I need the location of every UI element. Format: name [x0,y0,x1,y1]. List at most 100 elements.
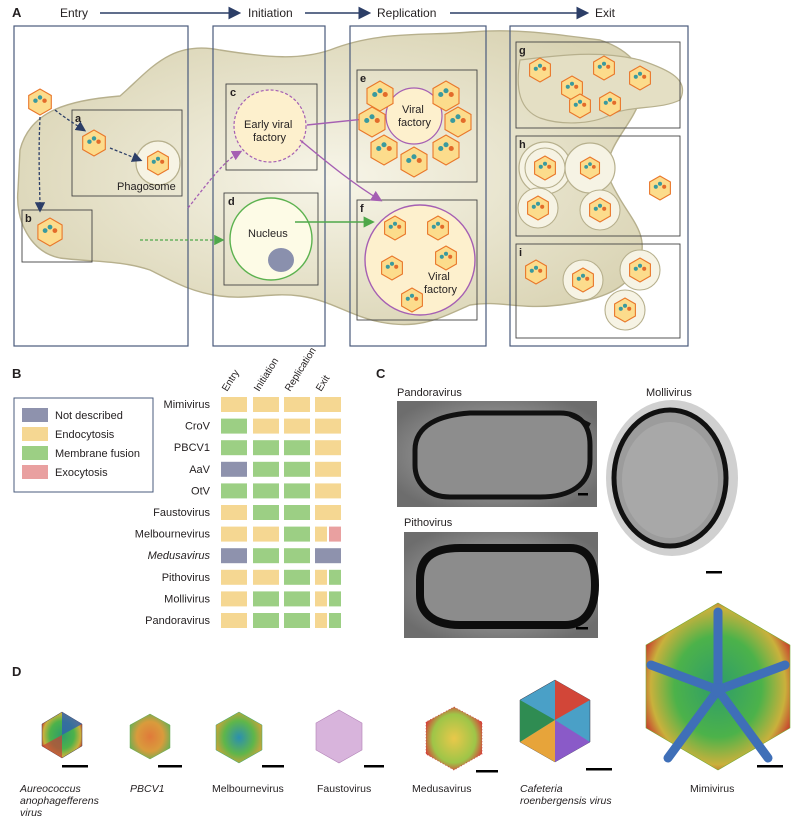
panel-letter-a: A [12,5,22,20]
table-row: CroV [185,418,341,434]
virion [427,215,449,241]
subpanel-b-box [21,209,93,263]
table-cell [253,526,279,542]
table-cell [253,548,279,564]
pithovirus-micrograph [404,532,600,638]
legend-swatch [22,446,48,460]
phagosome-label: Phagosome [117,181,176,193]
legend-box [13,397,154,493]
virion [527,195,549,221]
subpanel-g-box [515,41,681,129]
table-cell [253,591,279,607]
legend-label: Endocytosis [55,429,115,441]
early-factory-label-2: factory [253,132,287,144]
legend-swatch [22,427,48,441]
structure-label: Mimivirus [690,783,734,795]
table-column-header: Entry [220,368,242,394]
table-cell [284,569,310,585]
table-cell [315,569,327,585]
viral-factory-e-label-1: Viral [402,104,424,116]
table-cell [284,505,310,520]
table-cell [253,461,279,477]
subpanel-letter-g: g [519,45,526,57]
panel-letter-d: D [12,664,21,679]
entry-arrow-endocytosis [34,116,46,213]
virion [444,106,472,138]
virion [599,91,621,117]
table-cell [221,591,247,607]
virion [147,150,169,176]
arrow-to-factory-f [299,139,383,202]
structure-label: virus [20,807,43,819]
table-cell [284,591,310,607]
exit-stage-box [509,25,689,347]
table-cell [284,483,310,499]
table-cell [221,505,247,520]
structure-label: PBCV1 [130,783,164,795]
table-row: Pithovirus [162,569,341,585]
table-row: Pandoravirus [145,613,341,628]
table-row: AaV [189,461,341,477]
table-cell [253,418,279,434]
subpanel-h-box [515,135,681,237]
table-cell [315,418,341,434]
table-cell [315,548,341,564]
virion [400,146,428,178]
early-viral-factory [233,89,307,163]
virion [432,134,460,166]
table-column-header: Exit [314,373,332,393]
table-row-label: PBCV1 [174,442,210,454]
table-cell [253,505,279,520]
arrow-to-early-factory [187,150,243,209]
virion [593,55,615,81]
table-cell [315,461,341,477]
table-cell [315,505,341,520]
virion [370,134,398,166]
table-cell [329,526,341,542]
table-cell [315,483,341,499]
virion [435,245,457,271]
table-cell [284,418,310,434]
mollivirus-micrograph [606,400,738,574]
table-cell [221,548,247,564]
initiation-stage-box [212,25,326,347]
capsid-pbcv1 [129,713,182,768]
subpanel-letter-h: h [519,139,526,151]
replication-stage-box [349,25,487,347]
subpanel-f-box [356,199,478,321]
virion [572,267,594,293]
table-cell [253,613,279,628]
table-column-header: Replication [283,346,319,394]
arrow-into-phagosome [109,147,143,162]
subpanel-letter-b: b [25,213,32,225]
legend-label: Exocytosis [55,467,108,479]
pandoravirus-micrograph [397,401,597,507]
table-row-label: Pithovirus [162,572,211,584]
legend-label: Membrane fusion [55,448,140,460]
table-cell [221,483,247,499]
table-cell [253,483,279,499]
table-cell [221,397,247,412]
viral-factory-e-label-2: factory [398,117,432,129]
structure-label: Melbournevirus [212,783,284,795]
stage-header: Entry Initiation Replication Exit [60,6,616,20]
subpanel-letter-e: e [360,73,366,85]
table-row-label: Pandoravirus [145,615,210,627]
capsid-faustovirus [315,709,384,768]
legend: Not described Endocytosis Membrane fusion E… [22,408,140,479]
nucleus-label: Nucleus [248,228,288,240]
virion [529,57,551,83]
table-cell [329,569,341,585]
micrograph-label-mollivirus: Mollivirus [646,387,692,399]
subpanel-letter-i: i [519,247,522,259]
table-cell [329,613,341,628]
virion [629,65,651,91]
table-cell [315,591,327,607]
virion [589,197,611,223]
virion [534,155,556,181]
table-body: Mimivirus CroV PBCV1 AaV OtV Faustovirus Melbo… [135,397,341,628]
table-row-label: Faustovirus [153,507,210,519]
